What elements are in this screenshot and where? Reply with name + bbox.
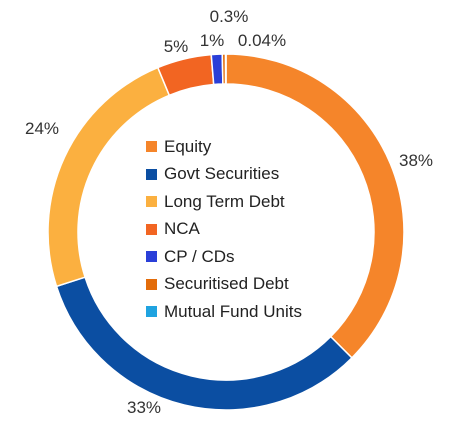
legend-swatch (146, 223, 157, 235)
legend-label: NCA (164, 219, 200, 239)
percent-label: 0.3% (210, 7, 249, 26)
percent-labels: 38% 33% 24% 5% 1% 0.3% 0.04% (25, 7, 433, 417)
percent-label: 38% (399, 151, 433, 170)
percent-label: 5% (164, 37, 189, 56)
legend-label: Securitised Debt (164, 274, 289, 294)
legend-label: Long Term Debt (164, 191, 285, 211)
legend-swatch (146, 306, 157, 318)
legend-label: CP / CDs (164, 246, 235, 266)
percent-label: 33% (127, 398, 161, 417)
legend-swatch (146, 168, 157, 180)
legend-label: Equity (164, 136, 212, 156)
legend-swatch (146, 141, 157, 153)
chart-legend: Equity Govt Securities Long Term Debt NCA CP… (146, 133, 302, 326)
percent-label: 1% (200, 31, 225, 50)
legend-item: NCA (146, 216, 302, 244)
slice-nca (156, 53, 215, 97)
legend-swatch (146, 278, 157, 290)
legend-item: Long Term Debt (146, 188, 302, 216)
legend-item: CP / CDs (146, 243, 302, 271)
percent-label: 0.04% (238, 31, 286, 50)
legend-item: Securitised Debt (146, 271, 302, 299)
legend-item: Equity (146, 133, 302, 161)
legend-item: Govt Securities (146, 161, 302, 189)
percent-label: 24% (25, 119, 59, 138)
legend-swatch (146, 251, 157, 263)
legend-label: Mutual Fund Units (164, 301, 302, 321)
legend-label: Govt Securities (164, 164, 280, 184)
slice-cp-cds (210, 53, 224, 86)
legend-item: Mutual Fund Units (146, 298, 302, 326)
donut-slices (47, 53, 405, 411)
legend-swatch (146, 196, 157, 208)
